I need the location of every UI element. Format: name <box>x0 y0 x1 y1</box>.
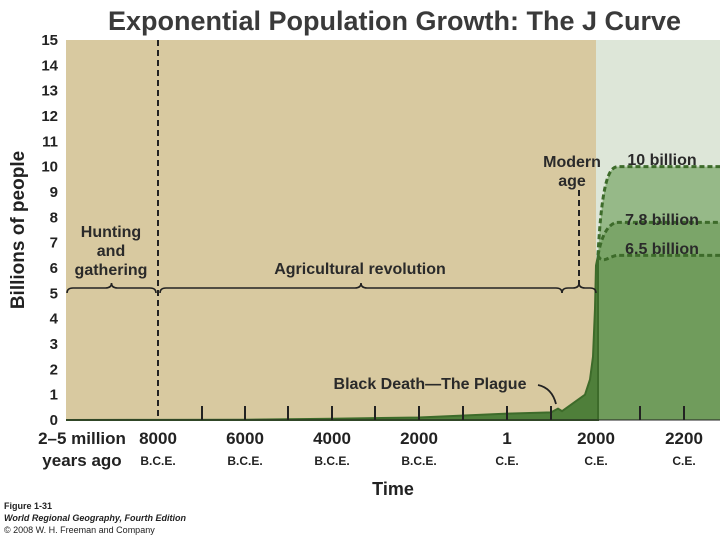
x-tick-sublabel: B.C.E. <box>314 454 349 468</box>
y-tick-label: 1 <box>50 387 58 404</box>
era-label: Agricultural revolution <box>274 261 446 278</box>
historical-background <box>66 40 596 420</box>
y-tick-label: 0 <box>50 412 58 429</box>
x-tick-sublabel: years ago <box>42 451 121 470</box>
y-tick-label: 3 <box>50 336 58 353</box>
x-tick-label: 2200 <box>665 429 703 448</box>
x-tick-label: 1 <box>502 429 511 448</box>
y-tick-label: 6 <box>50 260 58 277</box>
era-label: and <box>97 243 125 260</box>
x-axis-label: Time <box>372 479 414 499</box>
x-tick-sublabel: C.E. <box>672 454 695 468</box>
agricultural-brace <box>159 282 563 294</box>
x-tick-label: 4000 <box>313 429 351 448</box>
projection-line <box>596 220 720 256</box>
y-tick-label: 2 <box>50 361 58 378</box>
y-tick-label: 5 <box>50 285 58 302</box>
projection-label: 7.8 billion <box>625 212 699 229</box>
projection-line <box>596 253 720 262</box>
y-tick-label: 15 <box>41 32 58 49</box>
x-tick-label: 2000 <box>400 429 438 448</box>
x-tick-sublabel: B.C.E. <box>227 454 262 468</box>
population-curve <box>65 255 599 421</box>
y-tick-label: 11 <box>42 133 58 150</box>
x-axis-ticks: 2–5 million years ago 8000 B.C.E. 6000 B.C.E.… <box>38 406 720 470</box>
chart-title: Exponential Population Growth: The J Cur… <box>108 6 681 36</box>
x-tick-label: 2–5 million <box>38 429 126 448</box>
x-tick-sublabel: C.E. <box>495 454 518 468</box>
copyright: © 2008 W. H. Freeman and Company <box>4 525 155 535</box>
x-tick-label: 8000 <box>139 429 177 448</box>
x-tick-sublabel: C.E. <box>584 454 607 468</box>
y-tick-label: 14 <box>41 57 58 74</box>
projection-area <box>598 255 720 420</box>
projection-line <box>596 165 720 256</box>
projection-label: 6.5 billion <box>625 241 699 258</box>
era-label: age <box>558 173 586 190</box>
era-label: gathering <box>75 262 148 279</box>
y-tick-label: 8 <box>50 209 58 226</box>
y-tick-label: 10 <box>41 159 58 176</box>
x-tick-label: 6000 <box>226 429 264 448</box>
era-label: Modern <box>543 154 601 171</box>
y-tick-label: 13 <box>41 83 58 100</box>
y-tick-label: 7 <box>50 235 58 252</box>
population-curve-layer: 10 billion 7.8 billion 6.5 billion <box>65 152 720 421</box>
era-annotations: Hunting and gathering Agricultural revoluti… <box>66 40 601 420</box>
y-tick-label: 9 <box>50 184 58 201</box>
black-death-pointer <box>537 384 557 405</box>
x-tick-sublabel: B.C.E. <box>140 454 175 468</box>
book-title: World Regional Geography, Fourth Edition <box>4 513 186 523</box>
x-tick-label: 2000 <box>577 429 615 448</box>
hunting-brace <box>66 282 157 294</box>
x-tick-sublabel: B.C.E. <box>401 454 436 468</box>
black-death-label: Black Death—The Plague <box>334 376 527 393</box>
modern-brace <box>561 282 597 294</box>
y-axis-label: Billions of people <box>8 151 29 309</box>
y-tick-label: 12 <box>41 108 58 125</box>
projection-label: 10 billion <box>627 152 696 169</box>
figure-number: Figure 1-31 <box>4 501 52 511</box>
era-label: Hunting <box>81 224 141 241</box>
y-tick-label: 4 <box>50 311 59 328</box>
